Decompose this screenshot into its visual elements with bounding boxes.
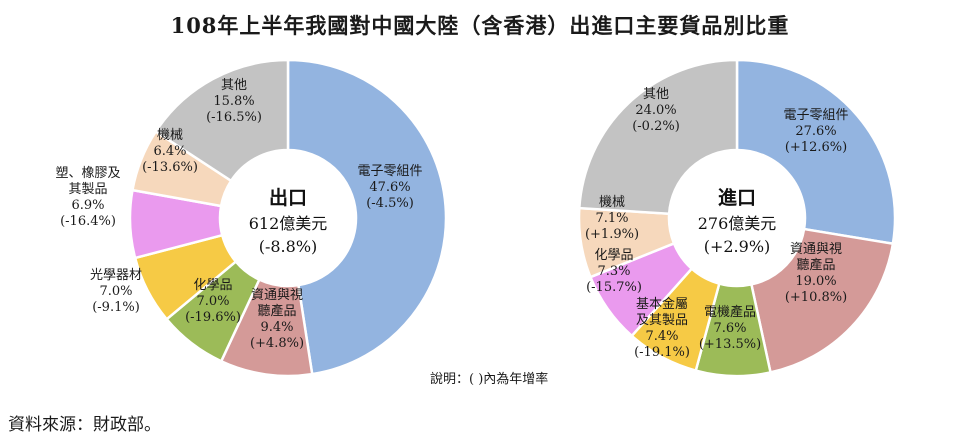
chart-note: 說明：( )內為年增率 — [430, 372, 549, 387]
slice-label: 機械 — [599, 195, 625, 210]
donut-slice — [286, 58, 448, 376]
slice-label: (+13.5%) — [699, 337, 761, 352]
slice-label: (-13.6%) — [142, 160, 198, 175]
center-title: 出口 — [269, 186, 307, 209]
slice-label: 及其製品 — [636, 313, 688, 328]
donut-slice — [577, 58, 739, 216]
slice-label: 27.6% — [795, 124, 836, 139]
slice-label: 資通與視 — [251, 288, 303, 303]
slice-label: 電子零組件 — [357, 164, 422, 179]
slice-label: 其他 — [221, 78, 247, 93]
slice-label: (-19.1%) — [634, 345, 690, 360]
slice-label: (+4.8%) — [250, 336, 304, 351]
center-total: 612億美元 — [249, 214, 328, 233]
slice-label: 19.0% — [795, 274, 836, 289]
slice-label: 基本金屬 — [636, 296, 688, 312]
slice-label: 47.6% — [369, 180, 410, 195]
donut-1: 電子零組件47.6%(-4.5%)資通與視聽產品9.4%(+4.8%)化學品7.… — [55, 58, 448, 378]
center-growth: (+2.9%) — [704, 237, 771, 256]
slice-label: 7.6% — [713, 321, 746, 336]
slice-label: 7.0% — [99, 284, 132, 299]
slice-label: (-19.6%) — [185, 310, 241, 325]
center-total: 276億美元 — [698, 214, 777, 233]
slice-label: (-9.1%) — [92, 300, 140, 315]
center-title: 進口 — [718, 187, 756, 209]
slice-label: 其他 — [643, 87, 669, 102]
slice-label: 聽產品 — [257, 303, 296, 319]
slice-label: 7.3% — [597, 264, 630, 279]
slice-label: 24.0% — [635, 103, 676, 118]
slice-label: (+1.9%) — [585, 227, 639, 242]
slice-label: 電機產品 — [704, 304, 756, 320]
slice-label: (-16.4%) — [60, 214, 116, 229]
donut-slice — [735, 58, 897, 246]
donut-slice — [749, 227, 895, 374]
slice-label: 6.4% — [153, 144, 186, 159]
slice-label: 機械 — [157, 128, 183, 143]
slice-label: (-15.7%) — [586, 280, 642, 295]
slice-label: (-16.5%) — [206, 110, 262, 125]
donut-slice — [154, 58, 290, 183]
slice-label: 電子零組件 — [783, 108, 848, 123]
center-growth: (-8.8%) — [259, 237, 318, 256]
slice-label: 光學器材 — [90, 268, 142, 283]
slice-label: 7.0% — [196, 294, 229, 309]
slice-label: 9.4% — [260, 320, 293, 335]
slice-label: (-4.5%) — [366, 196, 414, 211]
slice-label: (+10.8%) — [785, 290, 847, 305]
slice-label: 化學品 — [193, 278, 232, 293]
slice-label: 其製品 — [68, 182, 107, 197]
slice-label: 塑、橡膠及 — [55, 166, 120, 181]
slice-label: 資通與視 — [790, 242, 842, 257]
slice-label: 化學品 — [594, 248, 633, 263]
slice-label: 聽產品 — [796, 257, 835, 273]
slice-label: 7.1% — [595, 211, 628, 226]
slice-label: 6.9% — [71, 198, 104, 213]
slice-label: (-0.2%) — [632, 119, 680, 134]
chart-title: 108年上半年我國對中國大陸（含香港）出進口主要貨品別比重 — [170, 13, 790, 38]
slice-label: 7.4% — [645, 329, 678, 344]
slice-label: (+12.6%) — [785, 140, 847, 155]
source-note: 資料來源：財政部。 — [8, 415, 161, 435]
slice-label: 15.8% — [213, 94, 254, 109]
